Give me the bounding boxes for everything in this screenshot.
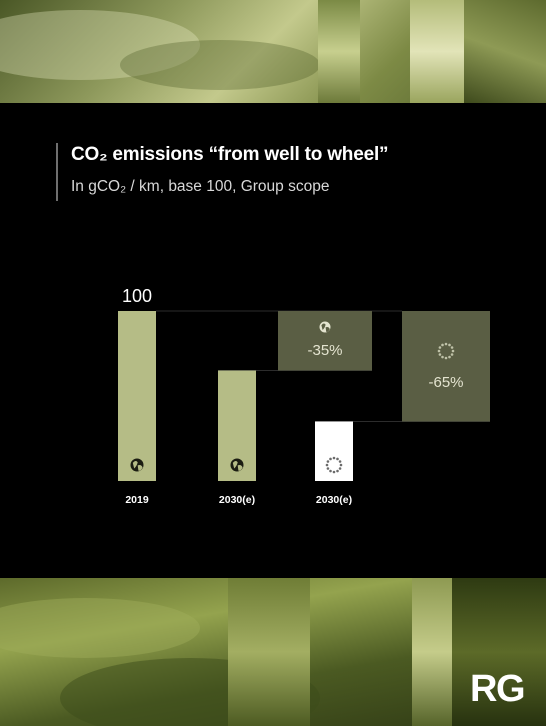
globe-continent [325,326,330,332]
globe-icon [229,457,245,473]
eu-star [438,353,442,356]
eu-star [326,460,330,463]
globe-continent [237,464,243,471]
globe-continent [232,460,238,469]
eu-star [444,356,448,360]
bar [118,311,156,481]
eu-star [325,463,329,467]
title-accent-line [56,143,58,201]
chart-title: CO₂ emissions “from well to wheel” [71,144,389,165]
eu-star [448,355,451,359]
eu-star [438,346,442,349]
globe-outline [129,457,145,473]
chart-subtitle: In gCO₂ / km, base 100, Group scope [71,178,330,195]
eu-star [444,342,448,346]
eu-star [448,343,451,347]
globe-continent [321,323,326,330]
eu-star [437,349,441,353]
eu-stars-icon [437,342,455,360]
eu-star [329,457,332,461]
reduction-label: -65% [428,374,463,391]
eu-star [339,463,343,467]
globe-outline [318,320,332,334]
eu-star [441,355,444,359]
x-tick-label: 2019 [125,494,149,506]
reduction-box [278,311,372,371]
eu-star [450,346,454,349]
globe-icon [129,457,145,473]
globe-icon [318,320,332,334]
globe-continent [132,460,138,469]
landscape-photo-bottom [0,578,546,726]
x-tick-label: 2030(e) [316,494,352,506]
eu-stars-icon [325,456,343,474]
brand-logo: RG [470,668,526,710]
reduction-box [402,311,490,422]
eu-star [336,469,339,473]
eu-star [332,470,336,474]
eu-star [329,469,332,473]
reduction-label: -35% [307,342,342,359]
eu-star [326,467,330,470]
globe-continent [137,464,143,471]
eu-star [338,460,342,463]
landscape-photo-top [0,0,546,103]
eu-star [332,456,336,460]
eu-star [451,349,455,353]
eu-star [338,467,342,470]
eu-star [450,353,454,356]
x-tick-label: 2030(e) [219,494,255,506]
eu-star [336,457,339,461]
data-label: 100 [122,286,152,306]
globe-outline [229,457,245,473]
eu-star [441,343,444,347]
